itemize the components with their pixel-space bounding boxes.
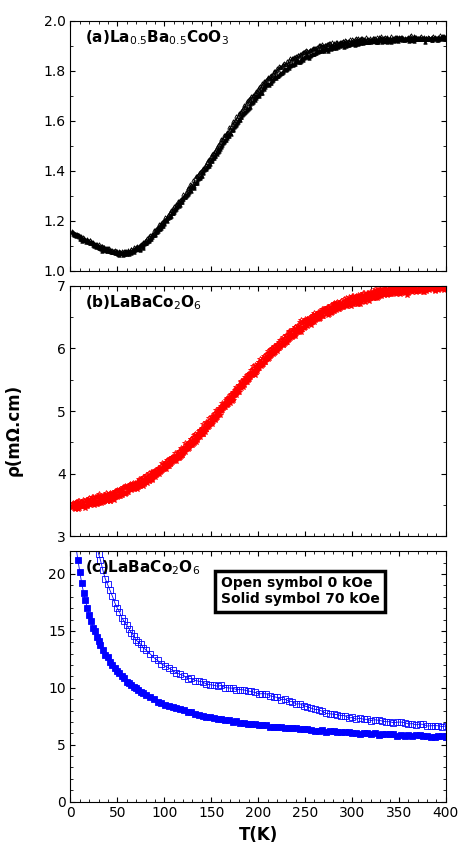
Text: (b)LaBaCo$_2$O$_6$: (b)LaBaCo$_2$O$_6$ xyxy=(85,294,202,312)
X-axis label: T(K): T(K) xyxy=(238,826,278,844)
Text: (a)La$_{0.5}$Ba$_{0.5}$CoO$_3$: (a)La$_{0.5}$Ba$_{0.5}$CoO$_3$ xyxy=(85,28,229,46)
Text: ρ(mΩ.cm): ρ(mΩ.cm) xyxy=(5,383,23,476)
Text: (c)LaBaCo$_2$O$_6$: (c)LaBaCo$_2$O$_6$ xyxy=(85,558,201,577)
Text: Open symbol 0 kOe
Solid symbol 70 kOe: Open symbol 0 kOe Solid symbol 70 kOe xyxy=(220,576,380,606)
